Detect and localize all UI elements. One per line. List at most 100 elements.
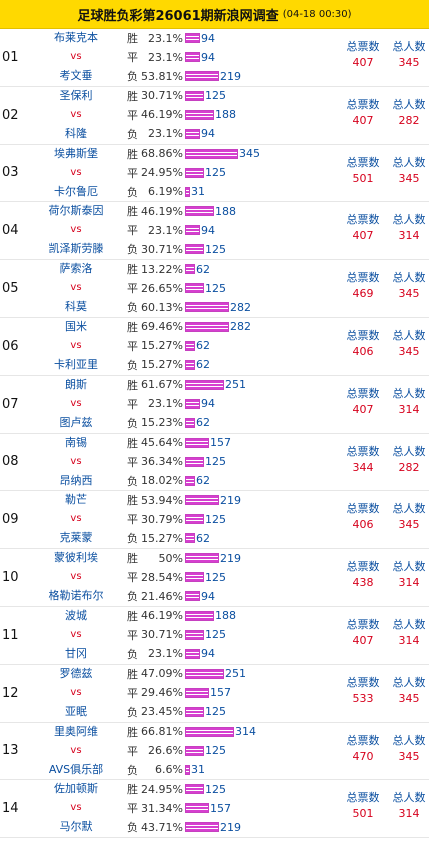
match-row: 05 萨索洛 vs 科莫 胜 13.22% 62 平 26.65% 125 负 60.13% 282 总票… — [0, 260, 429, 318]
home-team[interactable]: 里奥阿维 — [54, 724, 98, 738]
home-team[interactable]: 萨索洛 — [59, 262, 93, 276]
draw-row: 平 36.34% 125 — [127, 453, 226, 471]
home-team[interactable]: 南锡 — [65, 435, 87, 449]
loss-count: 31 — [191, 185, 205, 199]
away-team[interactable]: 考文垂 — [59, 69, 93, 82]
away-team[interactable]: 卡利亚里 — [54, 357, 98, 371]
win-count: 62 — [196, 262, 210, 276]
home-team[interactable]: 蒙彼利埃 — [54, 551, 98, 565]
total-people-value: 345 — [398, 518, 420, 532]
loss-row: 负 60.13% 282 — [127, 298, 251, 316]
match-index: 05 — [2, 281, 19, 297]
total-votes-value: 407 — [352, 402, 374, 416]
total-people-label: 总人数 — [392, 444, 426, 458]
vs-label: vs — [70, 224, 82, 236]
away-team[interactable]: 昂纳西 — [59, 473, 93, 487]
total-votes-label: 总票数 — [346, 328, 380, 342]
home-team[interactable]: 布莱克本 — [54, 31, 98, 44]
draw-percent: 36.34% — [141, 455, 183, 469]
draw-row: 平 30.79% 125 — [127, 510, 226, 528]
draw-label: 平 — [127, 339, 138, 353]
match-index: 13 — [2, 743, 19, 759]
match-row: 12 罗德兹 vs 亚眠 胜 47.09% 251 平 29.46% 157 负 23.45% 125 总… — [0, 665, 429, 723]
away-team[interactable]: 科隆 — [65, 126, 87, 140]
total-people-value: 314 — [398, 807, 420, 821]
away-team[interactable]: 甘冈 — [65, 646, 87, 660]
home-team[interactable]: 佐加顿斯 — [54, 782, 98, 796]
total-people: 总人数 345 — [386, 501, 429, 533]
match-row: 14 佐加顿斯 vs 马尔默 胜 24.95% 125 平 31.34% 157 负 43.71% 21… — [0, 780, 429, 839]
win-row: 胜 24.95% 125 — [127, 780, 226, 798]
draw-label: 平 — [127, 397, 138, 411]
vs-label: vs — [70, 571, 82, 583]
loss-row: 负 43.71% 219 — [127, 818, 241, 836]
away-team[interactable]: 图卢兹 — [59, 415, 93, 429]
total-votes-label: 总票数 — [346, 733, 380, 747]
home-team[interactable]: 荷尔斯泰因 — [48, 204, 104, 218]
loss-count: 282 — [230, 300, 251, 314]
total-people: 总人数 314 — [386, 790, 429, 822]
draw-bar — [185, 629, 204, 640]
loss-count: 125 — [205, 705, 226, 719]
vs-label: vs — [70, 166, 82, 178]
win-row: 胜 61.67% 251 — [127, 376, 246, 394]
vs-label: vs — [70, 397, 82, 409]
win-percent: 30.71% — [141, 89, 183, 103]
loss-label: 负 — [127, 243, 138, 257]
loss-bar — [185, 186, 190, 197]
draw-count: 157 — [210, 801, 231, 815]
draw-row: 平 29.46% 157 — [127, 684, 231, 702]
home-team[interactable]: 国米 — [65, 319, 87, 333]
loss-bar — [185, 533, 195, 544]
away-team[interactable]: 科莫 — [65, 300, 87, 314]
vs-label: vs — [70, 628, 82, 640]
total-people-value: 314 — [398, 633, 420, 647]
home-team[interactable]: 朗斯 — [65, 377, 87, 391]
win-count: 219 — [220, 493, 241, 507]
total-votes: 总票数 470 — [340, 733, 386, 765]
loss-label: 负 — [127, 532, 138, 546]
win-label: 胜 — [127, 552, 138, 566]
home-team[interactable]: 波城 — [65, 608, 87, 622]
loss-count: 62 — [196, 416, 210, 430]
away-team[interactable]: 格勒诺布尔 — [48, 589, 104, 603]
total-votes-label: 总票数 — [346, 444, 380, 458]
total-people-label: 总人数 — [392, 560, 426, 574]
total-votes-value: 407 — [352, 229, 374, 243]
draw-count: 94 — [201, 50, 215, 64]
loss-label: 负 — [127, 705, 138, 719]
win-count: 219 — [220, 551, 241, 565]
draw-row: 平 30.71% 125 — [127, 626, 226, 644]
total-people-value: 345 — [398, 344, 420, 358]
away-team[interactable]: 凯泽斯劳滕 — [48, 242, 104, 256]
away-team[interactable]: 卡尔鲁厄 — [54, 184, 98, 198]
away-team[interactable]: 马尔默 — [59, 820, 93, 834]
loss-bar — [185, 764, 190, 775]
home-team[interactable]: 罗德兹 — [59, 666, 93, 680]
home-team[interactable]: 勒芒 — [65, 493, 87, 507]
home-team[interactable]: 埃弗斯堡 — [54, 146, 98, 160]
home-team[interactable]: 圣保利 — [59, 88, 93, 102]
total-people-label: 总人数 — [392, 155, 426, 169]
draw-label: 平 — [127, 108, 138, 122]
match-index: 14 — [2, 801, 19, 817]
draw-count: 125 — [205, 455, 226, 469]
loss-count: 94 — [201, 589, 215, 603]
loss-label: 负 — [127, 647, 138, 661]
vs-label: vs — [70, 51, 82, 62]
draw-bar — [185, 687, 209, 698]
total-people-value: 345 — [398, 171, 420, 185]
away-team[interactable]: 克莱蒙 — [59, 531, 93, 545]
total-people-label: 总人数 — [392, 386, 426, 400]
total-people-value: 314 — [398, 229, 420, 243]
match-index: 11 — [2, 627, 19, 643]
away-team[interactable]: AVS俱乐部 — [48, 762, 104, 776]
win-bar — [185, 206, 214, 217]
match-row: 06 国米 vs 卡利亚里 胜 69.46% 282 平 15.27% 62 负 15.27% 62 总票… — [0, 318, 429, 376]
win-bar — [185, 321, 229, 332]
total-people: 总人数 345 — [386, 270, 429, 302]
loss-count: 62 — [196, 474, 210, 488]
draw-bar — [185, 167, 204, 178]
away-team[interactable]: 亚眠 — [65, 704, 87, 718]
total-votes: 总票数 501 — [340, 790, 386, 822]
